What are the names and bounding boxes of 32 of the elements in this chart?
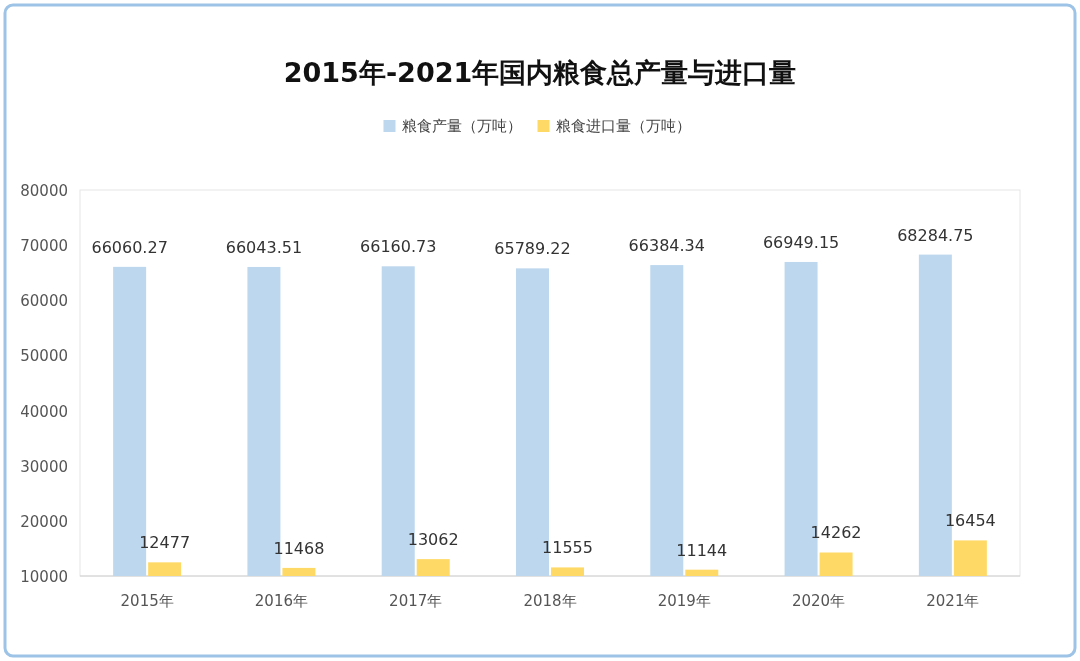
y-tick-label: 50000 (20, 347, 68, 366)
x-tick-label: 2021年 (926, 592, 980, 610)
data-label: 11144 (676, 540, 728, 560)
data-label: 66043.51 (225, 237, 303, 257)
data-label: 11555 (542, 538, 593, 558)
data-label: 66949.15 (762, 232, 840, 252)
data-label: 68284.75 (897, 225, 974, 245)
data-label: 14262 (810, 523, 862, 543)
x-tick-label: 2016年 (254, 592, 309, 610)
data-label: 16454 (944, 511, 996, 531)
y-tick-label: 40000 (20, 402, 68, 421)
y-tick-label: 80000 (20, 182, 68, 200)
data-label: 66160.73 (360, 237, 437, 257)
data-label: 66384.34 (628, 236, 705, 256)
y-tick-label: 10000 (20, 568, 68, 586)
y-tick-label: 30000 (20, 457, 68, 476)
chart-title: 2015年-2021年国内粮食总产量与进口量 (283, 57, 797, 88)
y-tick-label: 70000 (20, 237, 68, 256)
data-label: 65789.22 (494, 239, 571, 259)
x-tick-label: 2018年 (523, 592, 577, 610)
legend-label: 粮食产量（万吨） (401, 117, 522, 135)
x-tick-label: 2019年 (657, 592, 711, 610)
data-label: 66060.27 (91, 237, 168, 257)
x-tick-label: 2020年 (791, 592, 846, 610)
y-tick-label: 60000 (20, 292, 68, 311)
data-label: 12477 (139, 533, 191, 553)
x-tick-label: 2015年 (120, 592, 174, 610)
x-tick-label: 2017年 (389, 592, 443, 610)
data-label: 13062 (407, 530, 459, 550)
y-tick-label: 20000 (20, 512, 68, 531)
legend-label: 粮食进口量（万吨） (555, 117, 691, 135)
data-label: 11468 (273, 538, 325, 558)
